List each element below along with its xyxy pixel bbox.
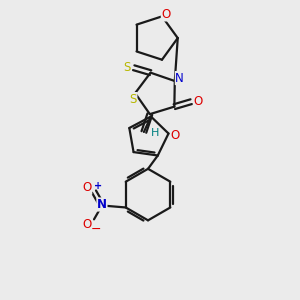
Text: H: H [151,128,159,138]
Text: O: O [82,181,92,194]
Text: O: O [171,129,180,142]
Text: O: O [161,8,171,21]
Text: N: N [97,198,107,211]
Text: +: + [94,181,102,191]
Text: S: S [130,93,137,106]
Text: N: N [176,72,184,85]
Text: −: − [91,223,101,236]
Text: S: S [123,61,130,74]
Text: O: O [194,95,203,108]
Text: O: O [82,218,92,231]
